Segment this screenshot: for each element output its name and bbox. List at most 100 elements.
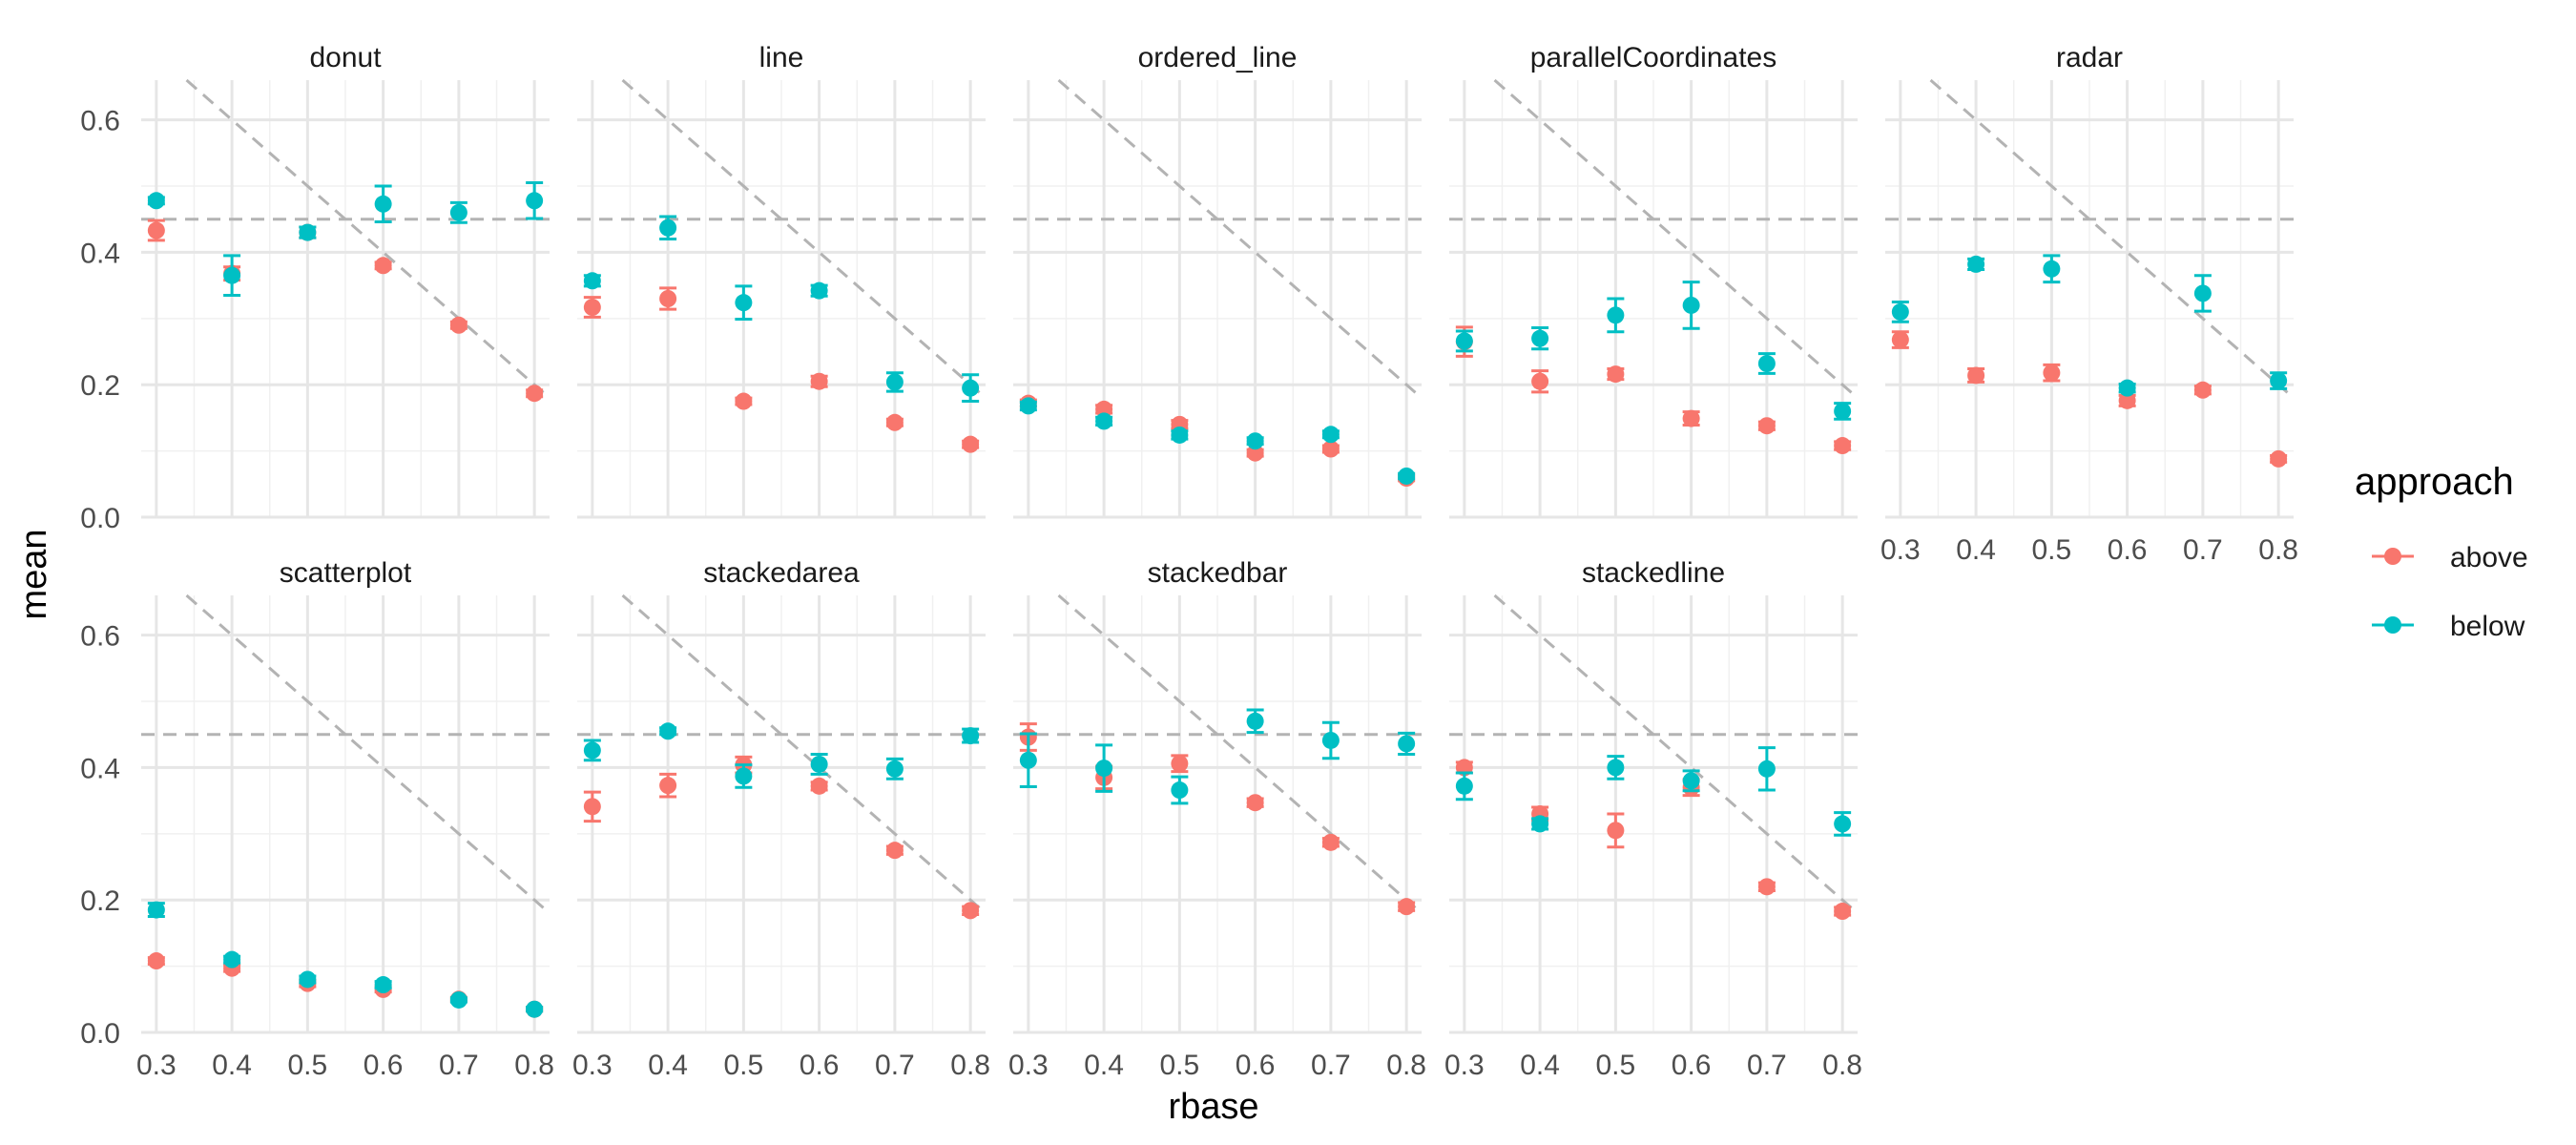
legend-label: below (2450, 611, 2525, 642)
x-tick-label: 0.6 (364, 1050, 404, 1081)
y-axis-title: mean (14, 529, 54, 619)
data-point-above (810, 777, 828, 795)
data-point-below (962, 379, 980, 397)
data-point-below (735, 294, 753, 312)
x-tick-label: 0.7 (2183, 534, 2223, 566)
data-point-above (1757, 417, 1776, 435)
data-point-above (1834, 437, 1852, 455)
data-point-below (1967, 255, 1985, 273)
data-point-below (1834, 402, 1852, 420)
data-point-below (147, 901, 165, 919)
x-tick-label: 0.5 (2032, 534, 2072, 566)
data-point-below (1607, 759, 1625, 777)
data-point-below (2043, 260, 2061, 278)
data-point-above (1607, 822, 1625, 840)
facet-panel-stackedline: stackedline 0.3 0.4 0.5 0.6 0.7 0.8 (1444, 557, 1862, 1081)
data-point-above (810, 372, 828, 390)
facet-title: scatterplot (280, 557, 412, 589)
x-tick-label: 0.3 (1880, 534, 1921, 566)
data-point-above (962, 902, 980, 920)
data-point-below (1019, 397, 1037, 415)
y-tick-label: 0.0 (80, 1018, 120, 1050)
data-point-below (374, 976, 392, 994)
data-point-above (1967, 366, 1985, 385)
data-point-below (735, 767, 753, 785)
data-point-below (1246, 432, 1264, 450)
x-tick-label: 0.7 (1747, 1050, 1787, 1081)
x-tick-label: 0.6 (1672, 1050, 1712, 1081)
series-above (583, 286, 980, 453)
data-point-below (449, 990, 467, 1009)
x-tick-label: 0.3 (136, 1050, 177, 1081)
x-tick-label: 0.8 (950, 1050, 990, 1081)
data-point-above (1398, 898, 1416, 916)
legend: approach above below (2355, 461, 2528, 642)
data-point-below (526, 1000, 544, 1018)
x-tick-label: 0.4 (212, 1050, 252, 1081)
series-below (1891, 254, 2288, 397)
legend-key-point (2384, 548, 2401, 565)
data-point-above (1531, 372, 1549, 390)
data-point-above (374, 257, 392, 275)
facet-title: ordered_line (1138, 42, 1298, 73)
facet-title: line (759, 42, 804, 73)
facet-title: stackedbar (1148, 557, 1288, 589)
legend-title: approach (2355, 461, 2514, 503)
facet-title: stackedline (1582, 557, 1725, 589)
data-point-below (1531, 815, 1549, 833)
x-tick-label: 0.8 (514, 1050, 554, 1081)
data-point-below (299, 223, 317, 241)
data-point-above (1171, 755, 1189, 773)
data-point-below (449, 203, 467, 221)
diagonal-reference-line (621, 78, 987, 400)
data-point-above (659, 290, 677, 307)
diagonal-reference-line (1493, 593, 1859, 915)
data-point-above (147, 952, 165, 970)
data-point-below (1398, 467, 1416, 485)
facet-panels: donut 0.0 0.2 0.4 0.6 line ordered_line paralle… (80, 42, 2298, 1081)
series-below (1455, 281, 1852, 421)
data-point-below (885, 373, 904, 391)
data-point-above (1891, 331, 1909, 349)
diagonal-reference-line (185, 593, 551, 915)
facet-title: parallelCoordinates (1530, 42, 1777, 73)
x-tick-label: 0.3 (1008, 1050, 1049, 1081)
x-tick-label: 0.3 (572, 1050, 613, 1081)
y-tick-label: 0.2 (80, 370, 120, 402)
legend-entry-above: above (2372, 542, 2528, 573)
data-point-above (1682, 409, 1700, 427)
data-point-below (659, 219, 677, 237)
data-point-below (1455, 777, 1473, 795)
facet-panel-stackedarea: stackedarea 0.3 0.4 0.5 0.6 0.7 0.8 (572, 557, 990, 1081)
data-point-above (2270, 449, 2288, 468)
y-tick-label: 0.2 (80, 885, 120, 917)
data-point-below (1321, 426, 1340, 444)
series-below (583, 722, 980, 789)
data-point-above (885, 842, 904, 860)
series-below (1019, 708, 1416, 805)
data-point-above (1321, 833, 1340, 851)
data-point-above (449, 316, 467, 334)
x-tick-label: 0.4 (1084, 1050, 1124, 1081)
legend-entry-below: below (2372, 611, 2525, 642)
diagonal-reference-line (621, 593, 987, 915)
data-point-above (1246, 444, 1264, 462)
series-below (1019, 397, 1416, 485)
data-point-below (1834, 815, 1852, 833)
x-tick-label: 0.4 (1956, 534, 1996, 566)
data-point-below (2193, 284, 2212, 302)
data-point-above (2118, 391, 2136, 409)
data-point-below (1171, 781, 1189, 800)
data-point-below (1019, 751, 1037, 769)
x-tick-label: 0.6 (800, 1050, 840, 1081)
x-tick-label: 0.6 (2108, 534, 2148, 566)
data-point-below (810, 755, 828, 773)
facet-panel-scatterplot: scatterplot 0.0 0.2 0.4 0.6 0.3 0.4 0.5 0.6 0.7 0.… (80, 557, 554, 1081)
data-point-above (962, 435, 980, 453)
data-point-below (962, 727, 980, 745)
data-point-below (583, 741, 601, 760)
y-tick-label: 0.0 (80, 503, 120, 534)
y-tick-label: 0.6 (80, 106, 120, 137)
data-point-below (374, 195, 392, 213)
data-point-above (583, 299, 601, 317)
